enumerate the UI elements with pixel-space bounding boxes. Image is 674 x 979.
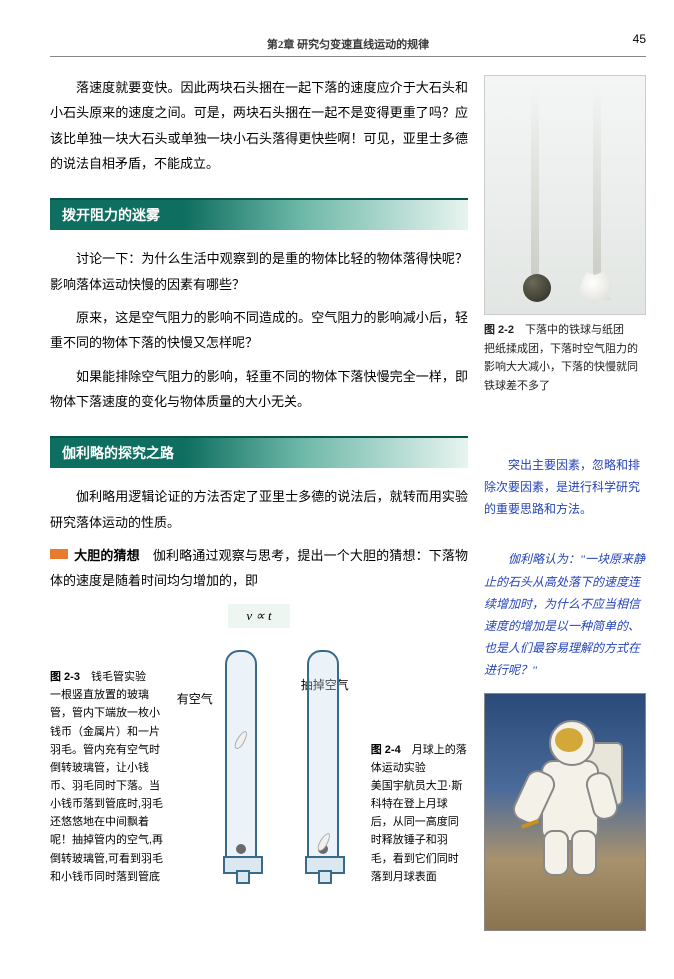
tubes-figure: 有空气 抽掉空气 [183, 646, 353, 886]
feather-icon [232, 729, 249, 750]
header-rule [50, 56, 646, 57]
para-galileo1: 伽利略用逻辑论证的方法否定了亚里士多德的说法后，就转而用实验研究落体运动的性质。 [50, 484, 468, 535]
paper-ball-icon [579, 272, 613, 302]
chapter-title: 第2章 研究匀变速直线运动的规律 [50, 36, 646, 52]
section-header-1: 拨开阻力的迷雾 [50, 198, 468, 230]
fig-drop-illustration [484, 75, 646, 315]
section-title-2: 伽利略的探究之路 [62, 445, 174, 461]
para-air1: 原来，这是空气阻力的影响不同造成的。空气阻力的影响减小后，轻重不同的物体下落的快… [50, 305, 468, 356]
para-discuss: 讨论一下：为什么生活中观察到的是重的物体比轻的物体落得快呢？影响落体运动快慢的因… [50, 246, 468, 297]
fig23-caption: 图 2-3 钱毛管实验 一根竖直放置的玻璃管，管内下端放一枚小钱币（金属片）和一… [50, 668, 165, 886]
section-title-1: 拨开阻力的迷雾 [62, 207, 160, 223]
astronaut-icon [513, 712, 623, 872]
iron-ball-icon [523, 274, 551, 302]
tube-valve [318, 870, 332, 884]
feather-icon [315, 831, 332, 852]
bullet-icon [50, 549, 68, 559]
trail-left [531, 86, 539, 276]
tube-valve [236, 870, 250, 884]
fig24-caption: 图 2-4 月球上的落体运动实验 美国宇航员大卫·斯科特在登上月球后，从同一高度… [371, 741, 468, 886]
section-header-2: 伽利略的探究之路 [50, 436, 468, 468]
page-number: 45 [633, 32, 646, 46]
trail-right [593, 86, 601, 276]
guess-lead: 大胆的猜想 [74, 548, 140, 563]
tube-with-air [225, 650, 257, 862]
coin-icon [236, 844, 246, 854]
side-note-1: 突出主要因素，忽略和排除次要因素，是进行科学研究的重要思路和方法。 [484, 454, 646, 521]
para-intro: 落速度就要变快。因此两块石头捆在一起下落的速度应介于大石头和小石头原来的速度之间… [50, 75, 468, 176]
astronaut-figure [484, 693, 646, 931]
tube-vacuum [307, 650, 339, 862]
formula: v ∝ t [228, 604, 289, 628]
tube-label-left: 有空气 [177, 690, 213, 707]
para-air2: 如果能排除空气阻力的影响，轻重不同的物体下落快慢完全一样，即物体下落速度的变化与… [50, 364, 468, 415]
para-guess: 大胆的猜想 伽利略通过观察与思考，提出一个大胆的猜想：下落物体的速度是随着时间均… [50, 543, 468, 594]
fig22-caption: 图 2-2 下落中的铁球与纸团 把纸揉成团，下落时空气阻力的影响大大减小，下落的… [484, 321, 646, 396]
formula-box: v ∝ t [50, 604, 468, 628]
side-note-2: 伽利略认为："一块原来静止的石头从高处落下的速度连续增加时，为什么不应当相信速度… [484, 548, 646, 681]
